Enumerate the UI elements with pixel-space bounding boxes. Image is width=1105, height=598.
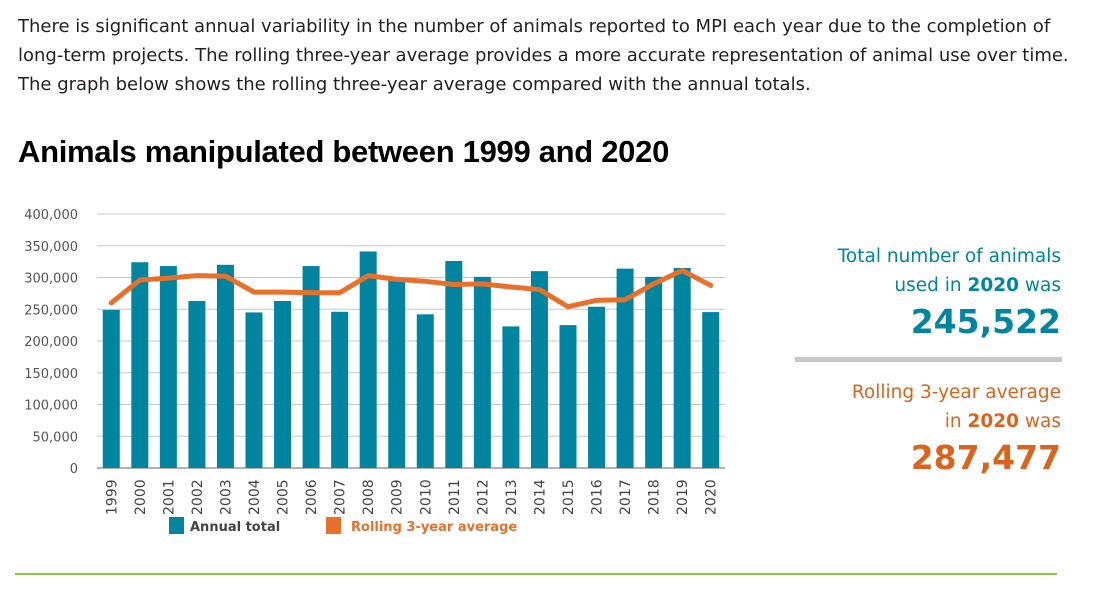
bar [702,312,720,468]
bar [473,276,491,468]
y-tick-label: 300,000 [24,272,78,287]
bar [416,314,434,468]
y-tick-label: 50,000 [33,430,79,445]
bar [331,311,349,468]
bar [216,264,234,468]
bar [131,262,149,468]
total-year: 2020 [967,275,1020,296]
legend-label-rolling: Rolling 3-year average [351,520,517,535]
bar [616,268,634,468]
x-tick-label: 2003 [218,479,234,515]
chart-title: Animals manipulated between 1999 and 202… [18,134,670,169]
bar [673,267,691,468]
legend-swatch-annual [169,517,184,534]
average-value: 287,477 [910,438,1061,477]
bar [188,300,206,468]
x-tick-label: 2009 [390,479,406,515]
total-post: was [1019,275,1061,296]
bar [588,306,606,468]
total-value: 245,522 [910,302,1061,341]
x-tick-label: 2018 [647,479,663,515]
legend-swatch-rolling [326,517,341,534]
y-tick-label: 350,000 [24,240,78,255]
intro-paragraph: There is significant annual variability … [18,16,1069,95]
avg-pre: in [944,411,968,432]
x-tick-label: 2008 [361,479,377,515]
x-tick-label: 2020 [704,479,720,515]
bar [245,312,263,468]
x-tick-label: 2015 [561,479,577,515]
y-tick-label: 100,000 [24,399,78,414]
bottom-rule [15,573,1057,575]
bar [102,309,120,468]
divider [795,357,1062,362]
x-tick-label: 2002 [190,479,206,515]
total-label-2: used in 2020 was [838,271,1061,300]
x-tick-label: 2004 [247,479,263,515]
y-tick-label: 400,000 [24,208,78,223]
x-tick-label: 2006 [304,479,320,515]
x-tick-label: 2000 [133,479,149,515]
average-label: Rolling 3-year average [851,382,1061,403]
x-tick-label: 2007 [333,479,349,515]
bar [274,300,292,468]
bar [359,251,377,468]
bar [559,325,577,468]
bar [388,280,406,468]
y-tick-label: 150,000 [24,367,78,382]
y-tick-label: 0 [70,462,78,477]
avg-year: 2020 [967,411,1020,432]
y-tick-label: 200,000 [24,335,78,350]
x-tick-label: 2001 [161,479,177,515]
x-tick-label: 2019 [675,479,691,515]
bar [645,276,663,468]
x-tick-label: 2017 [618,479,634,515]
x-tick-label: 2016 [590,479,606,515]
bar [302,266,320,468]
x-tick-label: 2005 [276,479,292,515]
bar [530,271,548,468]
rolling-average-line [108,268,714,310]
y-tick-label: 250,000 [24,303,78,318]
x-tick-label: 2011 [447,479,463,515]
total-summary: Total number of animals used in 2020 was… [838,242,1061,344]
total-label: Total number of animals [837,246,1061,267]
legend-label-annual: Annual total [190,520,280,535]
x-tick-label: 1999 [104,479,120,515]
average-summary: Rolling 3-year average in 2020 was 287,4… [852,378,1061,480]
bar [502,326,520,468]
avg-post: was [1019,411,1061,432]
bar [159,266,177,468]
bar [445,260,463,468]
x-tick-label: 2013 [504,479,520,515]
bar-line-chart: 0 50,000 100,000 150,000 200,000 250,000 300,0… [24,208,725,535]
average-label-2: in 2020 was [852,407,1061,436]
x-tick-label: 2010 [418,479,434,515]
x-tick-label: 2012 [475,479,491,515]
total-pre: used in [894,275,968,296]
x-tick-label: 2014 [532,479,548,515]
